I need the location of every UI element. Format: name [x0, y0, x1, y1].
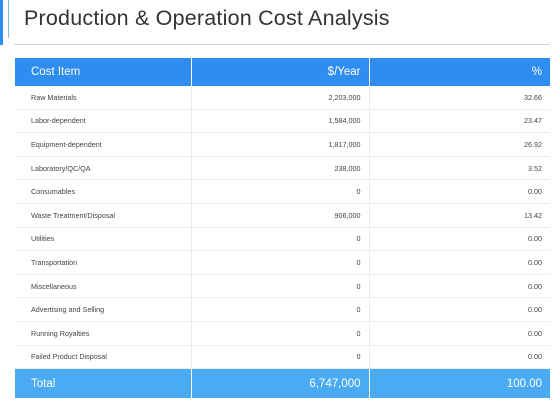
table-row: Failed Product Disposal 0 0.00	[15, 345, 550, 370]
table-header: Cost Item $/Year %	[15, 58, 550, 86]
table-row: Transportation 0 0.00	[15, 250, 550, 275]
table-row: Advertising and Selling 0 0.00	[15, 297, 550, 322]
table-row: Utilities 0 0.00	[15, 227, 550, 252]
header-per-year: $/Year	[191, 58, 370, 86]
cost-item-cell: Equipment-dependent	[15, 132, 192, 157]
cost-item-cell: Miscellaneous	[15, 274, 192, 299]
cost-item-cell: Waste Treatment/Disposal	[15, 203, 192, 228]
per-year-cell: 0	[191, 321, 370, 346]
percent-cell: 23.47	[369, 109, 550, 134]
percent-cell: 3.52	[369, 156, 550, 181]
header-cost-item: Cost Item	[15, 58, 192, 86]
cost-item-cell: Labor-dependent	[15, 109, 192, 134]
cost-item-cell: Consumables	[15, 179, 192, 204]
per-year-cell: 1,817,000	[191, 132, 370, 157]
header-percent: %	[369, 58, 550, 86]
percent-cell: 0.00	[369, 297, 550, 322]
per-year-cell: 0	[191, 345, 370, 370]
percent-cell: 13.42	[369, 203, 550, 228]
table-row: Running Royalties 0 0.00	[15, 321, 550, 346]
table-footer: Total 6,747,000 100.00	[15, 368, 550, 399]
percent-cell: 0.00	[369, 321, 550, 346]
per-year-cell: 0	[191, 274, 370, 299]
accent-bar-thin	[8, 0, 9, 38]
table-body: Raw Materials 2,203,000 32.66 Labor-depende…	[15, 86, 550, 370]
per-year-cell: 1,584,000	[191, 109, 370, 134]
cost-item-cell: Advertising and Selling	[15, 297, 192, 322]
cost-item-cell: Raw Materials	[15, 86, 192, 110]
accent-bar	[0, 0, 3, 45]
per-year-cell: 0	[191, 227, 370, 252]
per-year-cell: 2,203,000	[191, 86, 370, 110]
percent-cell: 32.66	[369, 86, 550, 110]
percent-cell: 0.00	[369, 179, 550, 204]
cost-item-cell: Utilities	[15, 227, 192, 252]
percent-cell: 0.00	[369, 345, 550, 370]
percent-cell: 26.92	[369, 132, 550, 157]
per-year-cell: 238,000	[191, 156, 370, 181]
per-year-cell: 0	[191, 297, 370, 322]
cost-item-cell: Running Royalties	[15, 321, 192, 346]
percent-cell: 0.00	[369, 227, 550, 252]
cost-table: Cost Item $/Year % Raw Materials 2,203,00…	[15, 58, 550, 399]
table-row: Waste Treatment/Disposal 906,000 13.42	[15, 203, 550, 228]
total-row: Total 6,747,000 100.00	[15, 368, 550, 399]
percent-cell: 0.00	[369, 250, 550, 275]
title-divider	[14, 44, 550, 45]
table-row: Equipment-dependent 1,817,000 26.92	[15, 132, 550, 157]
table-row: Consumables 0 0.00	[15, 179, 550, 204]
page-title: Production & Operation Cost Analysis	[24, 6, 390, 30]
per-year-cell: 0	[191, 250, 370, 275]
percent-cell: 0.00	[369, 274, 550, 299]
table-row: Laboratory/QC/QA 238,000 3.52	[15, 156, 550, 181]
table-row: Labor-dependent 1,584,000 23.47	[15, 109, 550, 134]
cost-item-cell: Laboratory/QC/QA	[15, 156, 192, 181]
total-label: Total	[15, 368, 192, 399]
table-row: Miscellaneous 0 0.00	[15, 274, 550, 299]
per-year-cell: 0	[191, 179, 370, 204]
cost-item-cell: Failed Product Disposal	[15, 345, 192, 370]
total-per-year: 6,747,000	[191, 368, 370, 399]
table-row: Raw Materials 2,203,000 32.66	[15, 86, 550, 110]
total-percent: 100.00	[369, 368, 550, 399]
per-year-cell: 906,000	[191, 203, 370, 228]
cost-item-cell: Transportation	[15, 250, 192, 275]
